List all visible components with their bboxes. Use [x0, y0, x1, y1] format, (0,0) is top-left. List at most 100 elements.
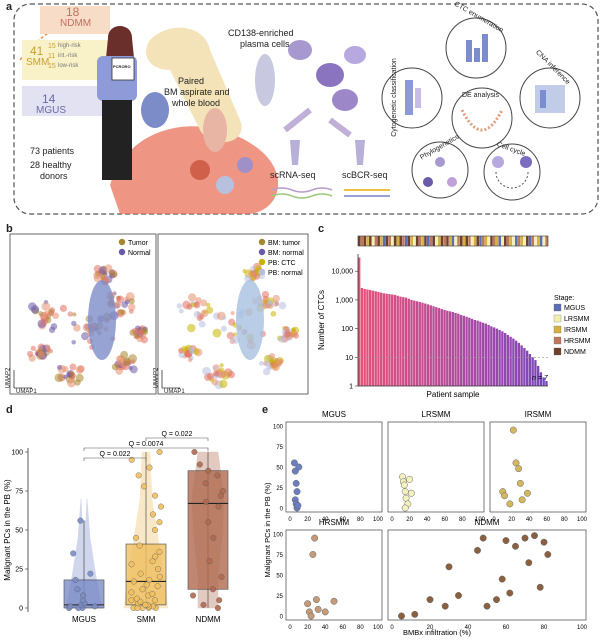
scatter-point — [407, 489, 415, 497]
umap-cell — [193, 301, 201, 309]
x-tick-label: 100 — [475, 517, 486, 523]
umap-cell — [138, 329, 145, 335]
hr-label: high-risk — [58, 43, 81, 49]
y-tick-label: 75 — [276, 445, 283, 451]
stage-cell — [462, 235, 466, 247]
stage-cell — [368, 235, 372, 247]
umap-left-xaxis: UMAP1 — [16, 389, 37, 395]
paired-line-1: Paired — [178, 76, 205, 86]
scatter-point — [483, 602, 491, 610]
ctc-bar — [542, 377, 545, 386]
stage-cell — [437, 235, 441, 247]
y-tick-label: 50 — [276, 574, 283, 580]
scatter-point — [521, 534, 529, 542]
ctc-bar — [369, 290, 372, 386]
legend-label: HRSMM — [564, 338, 591, 345]
clipboard — [111, 57, 135, 81]
umap-cell — [219, 363, 224, 368]
y-tick-label: 1 — [349, 384, 353, 391]
analysis-label-cytogenetic: Cytogenetic classification — [390, 58, 398, 137]
umap-cell — [128, 365, 133, 371]
ctc-bar — [528, 354, 532, 386]
y-tick-label: 75 — [276, 553, 283, 559]
ctc-bar — [517, 342, 521, 386]
mgus-step — [22, 86, 110, 116]
plasma-cell — [344, 46, 366, 64]
smm-count: 41 — [30, 44, 44, 58]
analysis-label-de: DE analysis — [462, 92, 499, 99]
umap-cell — [283, 325, 290, 332]
x-tick-label: 40 — [424, 517, 431, 523]
umap-cell — [130, 359, 136, 365]
plasma-cell — [316, 63, 344, 87]
ir-label: int.-risk — [58, 53, 78, 59]
x-tick-label: 0 — [492, 517, 496, 523]
umap-cell — [250, 266, 256, 272]
y-tick-label: 100 — [341, 326, 353, 333]
stage-cell — [481, 235, 485, 247]
data-point — [142, 601, 149, 608]
umap-cell — [73, 324, 81, 332]
stage-cell — [421, 235, 425, 247]
umap-cell — [212, 365, 217, 370]
stage-cell — [459, 235, 463, 247]
stage-cell — [514, 235, 518, 247]
scatter-point — [293, 488, 301, 496]
legend-label: PB: CTC — [268, 260, 296, 267]
scatter-point — [321, 608, 329, 616]
y-tick-label: 100 — [11, 450, 23, 457]
stage-cell — [363, 235, 367, 247]
umap-cell — [93, 274, 102, 283]
umap-cell — [219, 379, 228, 389]
ctc-bar — [435, 307, 438, 386]
scatter-point — [518, 496, 526, 504]
stage-strip-border — [357, 235, 549, 247]
stage-cell — [525, 235, 529, 247]
umap-cell — [124, 360, 130, 366]
data-point — [203, 498, 210, 505]
paired-line-2: BM aspirate and — [164, 87, 230, 97]
ctc-bar — [429, 305, 432, 386]
paired-line-3: whole blood — [172, 98, 221, 108]
umap-cell — [57, 365, 63, 370]
umap-cell — [66, 371, 72, 378]
y-tick-label: 0 — [280, 615, 284, 621]
scatter-point — [295, 463, 303, 471]
cell-cycle-cell — [492, 156, 504, 168]
umap-cell — [212, 328, 222, 338]
umap-cell — [274, 301, 279, 307]
umap-cell — [267, 299, 273, 305]
ctc-bar — [418, 301, 421, 386]
panel-e-scatter-grid: MGUS 0 25 50 75 100 0 20 40 60 80 100 LRSMM 0 20 40 60 80… — [263, 410, 588, 637]
umap-cell — [187, 357, 193, 363]
stage-cell — [401, 235, 405, 247]
scatter-point — [506, 589, 514, 597]
stage-cell — [454, 235, 458, 247]
panel-c-bar-chart: 10,000 1,000 100 10 1 n = 7 Number of CTCs Pati… — [317, 235, 591, 399]
cell-tube — [255, 54, 275, 106]
cna-heatmap — [540, 90, 546, 108]
scatter-title: HRSMM — [319, 518, 350, 527]
blood-cluster — [141, 92, 169, 128]
ctc-bar — [410, 299, 413, 386]
scatter-point — [493, 596, 500, 604]
umap-cell — [193, 310, 201, 318]
ctc-bar — [424, 303, 427, 386]
stage-cell — [451, 235, 455, 247]
ctc-bar — [457, 313, 460, 386]
umap-cell — [128, 309, 134, 314]
data-point — [87, 570, 94, 577]
cd138-line-2: plasma cells — [240, 39, 290, 49]
legend-swatch — [118, 238, 126, 246]
ctc-bar — [393, 294, 397, 386]
stage-cell — [509, 235, 513, 247]
data-point — [135, 472, 142, 479]
stage-cell — [379, 235, 383, 247]
scatter-point — [304, 600, 312, 608]
person-legs — [102, 100, 132, 180]
stage-cell — [468, 235, 471, 247]
stage-cell — [404, 235, 408, 247]
stage-cell — [501, 235, 505, 247]
umap-cell — [48, 348, 54, 354]
data-point — [140, 483, 147, 490]
